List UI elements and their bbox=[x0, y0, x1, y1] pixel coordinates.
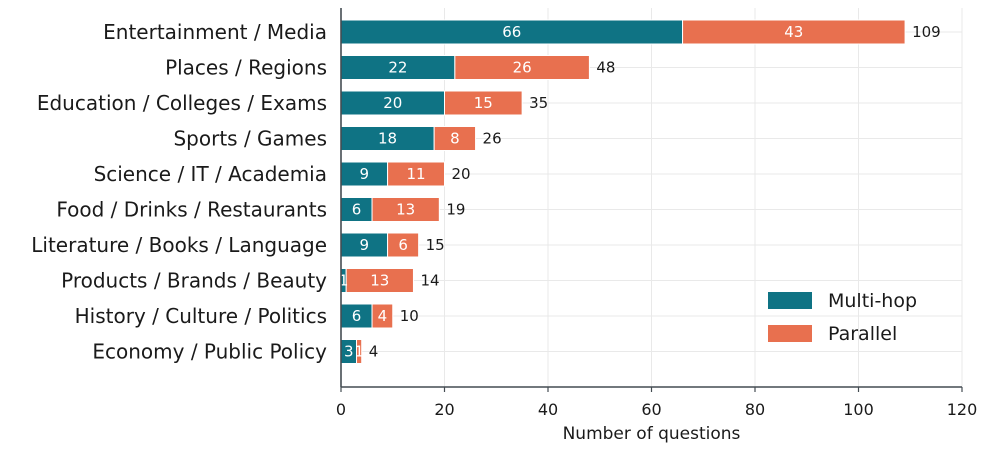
total-value-label: 19 bbox=[446, 201, 465, 219]
category-labels: Entertainment / Media Places / Regions Edu… bbox=[31, 20, 327, 364]
segment-value-label: 4 bbox=[378, 307, 388, 325]
axes bbox=[340, 8, 963, 392]
segment-value-label: 8 bbox=[450, 130, 460, 148]
segment-value-label: 6 bbox=[352, 201, 362, 219]
total-value-label: 48 bbox=[596, 59, 615, 77]
legend-label: Parallel bbox=[828, 323, 897, 345]
legend-swatch-parallel bbox=[768, 325, 812, 342]
x-tick-label: 20 bbox=[434, 400, 454, 419]
segment-value-label: 15 bbox=[474, 94, 493, 112]
x-tick-label: 0 bbox=[336, 400, 346, 419]
total-value-label: 26 bbox=[483, 130, 502, 148]
category-label: Products / Brands / Beauty bbox=[61, 269, 327, 293]
x-axis-title: Number of questions bbox=[563, 424, 741, 444]
bar-segment-multi-hop bbox=[340, 303, 373, 329]
bar-segment-parallel bbox=[454, 55, 590, 80]
total-value-label: 109 bbox=[912, 23, 941, 41]
legend: Multi-hop Parallel bbox=[768, 290, 917, 345]
category-label: Sports / Games bbox=[173, 127, 327, 151]
x-tick-label: 40 bbox=[538, 400, 558, 419]
category-label: Economy / Public Policy bbox=[92, 340, 327, 364]
category-label: Education / Colleges / Exams bbox=[37, 91, 327, 115]
segment-value-label: 43 bbox=[784, 23, 803, 41]
bar-segment-parallel bbox=[387, 161, 446, 187]
bars bbox=[340, 19, 906, 364]
total-value-label: 20 bbox=[452, 165, 471, 183]
segment-value-label: 3 bbox=[344, 343, 354, 361]
total-value-label: 35 bbox=[529, 94, 548, 112]
bar-segment-parallel bbox=[387, 232, 420, 258]
bar-segment-parallel bbox=[356, 339, 363, 364]
x-tick-label: 100 bbox=[843, 400, 874, 419]
segment-value-label: 22 bbox=[388, 59, 407, 77]
segment-value-label: 20 bbox=[383, 94, 402, 112]
category-label: Entertainment / Media bbox=[103, 20, 327, 44]
bar-segment-parallel bbox=[371, 197, 440, 222]
bar-segment-parallel bbox=[444, 90, 523, 116]
bar-segment-parallel bbox=[433, 126, 477, 151]
category-label: Science / IT / Academia bbox=[94, 162, 327, 186]
segment-value-label: 66 bbox=[502, 23, 521, 41]
segment-value-label: 9 bbox=[360, 236, 370, 254]
segment-value-label: 11 bbox=[406, 165, 425, 183]
total-value-label: 10 bbox=[400, 307, 419, 325]
category-label: Places / Regions bbox=[165, 56, 327, 80]
segment-value-label: 13 bbox=[370, 272, 389, 290]
bar-segment-parallel bbox=[371, 303, 394, 329]
segment-value-label: 9 bbox=[360, 165, 370, 183]
bar-segment-multi-hop bbox=[340, 126, 435, 151]
legend-label: Multi-hop bbox=[828, 290, 917, 312]
category-label: Literature / Books / Language bbox=[31, 233, 327, 257]
category-label: Food / Drinks / Restaurants bbox=[56, 198, 327, 222]
category-label: History / Culture / Politics bbox=[75, 304, 327, 328]
total-value-label: 14 bbox=[420, 272, 439, 290]
bar-segment-parallel bbox=[682, 19, 906, 45]
x-tick-labels: 0 20 40 60 80 100 120 bbox=[336, 400, 977, 419]
segment-value-label: 1 bbox=[354, 343, 364, 361]
segment-value-label: 6 bbox=[398, 236, 408, 254]
x-tick-label: 120 bbox=[947, 400, 978, 419]
bar-segment-parallel bbox=[345, 268, 414, 293]
x-tick-label: 60 bbox=[641, 400, 661, 419]
bar-segment-multi-hop bbox=[340, 161, 389, 187]
segment-value-label: 18 bbox=[378, 130, 397, 148]
segment-value-label: 13 bbox=[396, 201, 415, 219]
total-value-label: 15 bbox=[426, 236, 445, 254]
legend-swatch-multi-hop bbox=[768, 292, 812, 309]
x-tick-label: 80 bbox=[745, 400, 765, 419]
segment-value-label: 6 bbox=[352, 307, 362, 325]
total-value-label: 4 bbox=[369, 343, 379, 361]
segment-value-label: 1 bbox=[339, 272, 349, 290]
segment-value-label: 26 bbox=[513, 59, 532, 77]
